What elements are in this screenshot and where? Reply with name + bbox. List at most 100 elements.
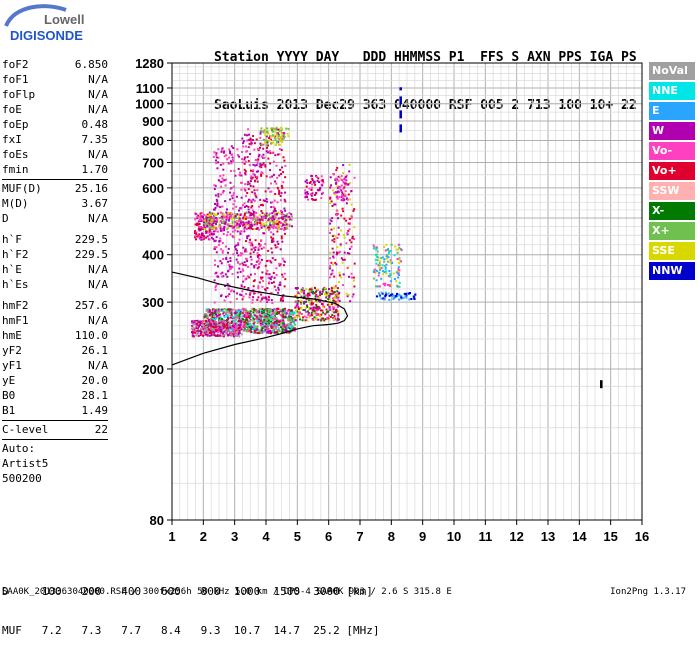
y-tick-label: 200 [142,362,164,377]
echo-point [247,188,250,191]
param-row-clevel: C-level 22 [2,422,108,437]
echo-point [230,314,233,316]
echo-point [389,259,392,262]
echo-point [322,302,325,305]
echo-point [272,173,275,176]
echo-point [236,227,238,229]
echo-point [307,312,310,314]
echo-point [226,314,229,316]
echo-point [256,326,259,329]
echo-point [340,184,343,187]
echo-point [219,316,222,319]
echo-point [207,218,210,221]
echo-point [246,183,249,186]
echo-point [199,329,202,332]
echo-point [237,308,240,311]
echo-point [272,329,274,332]
echo-point [323,319,326,322]
echo-point [267,298,270,301]
echo-point [244,250,246,253]
echo-point [213,327,216,330]
echo-point [325,294,328,297]
param-extra-line: Artist5 [2,457,49,470]
echo-point [309,193,312,196]
echo-point [245,217,247,220]
echo-point [389,250,392,252]
echo-point [268,137,271,140]
echo-point [208,334,211,337]
echo-point [226,319,228,321]
echo-point [259,132,262,135]
echo-point [293,329,296,332]
echo-point [278,143,281,146]
echo-point [384,249,387,252]
echo-point [251,139,254,141]
echo-point [386,253,389,256]
echo-point [253,329,256,332]
echo-point [204,236,207,239]
echo-point [196,322,199,325]
echo-point [252,211,255,213]
echo-point [328,306,331,308]
echo-point [226,308,229,311]
echo-point [279,135,282,138]
echo-point [265,315,268,318]
echo-point [334,303,337,306]
echo-point [283,285,286,288]
echo-point [274,180,277,183]
echo-point [195,327,198,330]
echo-point [398,246,401,249]
echo-point [195,324,198,327]
echo-point [259,261,262,264]
echo-point [253,216,256,219]
echo-point [266,260,269,262]
echo-point [203,333,206,336]
echo-point [279,314,282,317]
echo-point [255,218,258,221]
echo-point [265,150,268,153]
echo-point [254,314,257,317]
echo-point [205,215,208,218]
echo-point [343,186,346,189]
echo-point [389,280,392,283]
echo-point [231,220,234,223]
echo-point [210,334,213,337]
echo-point [310,311,313,314]
echo-point [393,278,396,280]
echo-point [384,268,387,271]
param-row-fmin: fmin 1.70 [2,162,108,177]
echo-point [303,300,306,303]
echo-point [299,301,302,304]
echo-point [308,292,311,295]
echo-point [228,330,231,333]
echo-point [333,275,336,278]
echo-point [238,317,241,320]
echo-point [269,277,272,280]
echo-point [338,299,341,302]
echo-point [272,227,275,230]
echo-point [267,225,270,228]
echo-point [243,322,246,325]
echo-point [261,307,264,310]
echo-point [237,276,239,279]
echo-point [283,132,286,135]
echo-point [296,303,299,306]
echo-point [221,251,224,254]
echo-point [213,225,216,228]
echo-point [300,307,303,310]
echo-point [248,293,251,296]
echo-point [258,254,260,256]
echo-point [263,317,266,320]
echo-point [203,323,206,325]
echo-point [315,303,318,306]
echo-point [314,306,316,309]
echo-point [217,225,220,228]
echo-point [236,222,239,225]
echo-point [224,221,227,224]
echo-point [378,295,381,298]
echo-point [253,199,256,202]
echo-point [257,296,260,299]
echo-point [344,178,347,181]
echo-point [250,201,253,204]
echo-point [275,141,278,144]
